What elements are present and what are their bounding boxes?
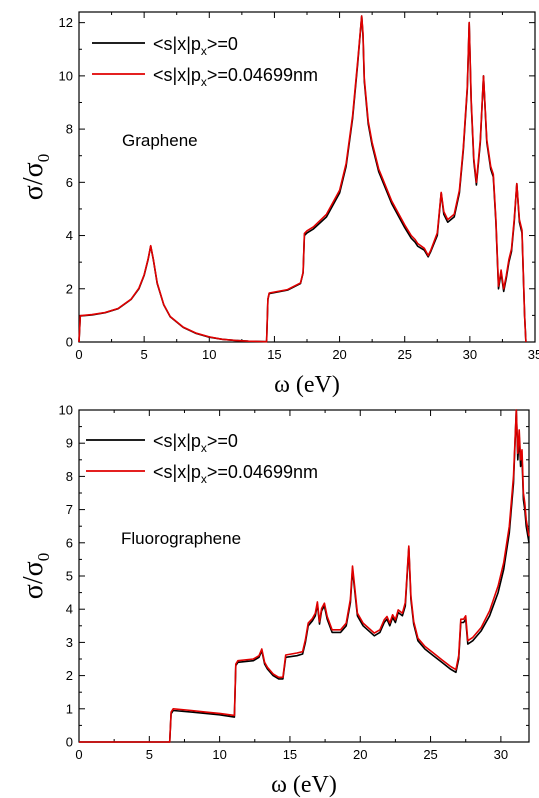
y-tick-label: 4 <box>66 228 73 243</box>
y-axis-label: σ/σ0 <box>18 553 53 599</box>
x-tick-label: 30 <box>463 347 477 362</box>
y-tick-label: 8 <box>66 469 73 484</box>
legend-label-series-0: <s|x|px>=0 <box>153 34 238 58</box>
x-tick-label: 0 <box>75 347 82 362</box>
y-tick-label: 12 <box>59 15 73 30</box>
y-tick-label: 7 <box>66 502 73 517</box>
y-tick-label: 10 <box>59 403 73 418</box>
y-tick-label: 0 <box>66 335 73 350</box>
x-tick-label: 30 <box>494 747 508 762</box>
legend-label-series-1: <s|x|px>=0.04699nm <box>153 462 318 486</box>
legend: <s|x|px>=0 <s|x|px>=0.04699nm <box>86 431 318 486</box>
y-tick-label: 6 <box>66 535 73 550</box>
plot-frame <box>78 409 530 743</box>
y-tick-label: 6 <box>66 175 73 190</box>
x-tick-label: 15 <box>267 347 281 362</box>
x-tick-label: 20 <box>353 747 367 762</box>
y-axis-label: σ/σ0 <box>18 154 53 200</box>
legend-label-series-1: <s|x|px>=0.04699nm <box>153 65 318 89</box>
x-tick-label: 5 <box>146 747 153 762</box>
series-line-1 <box>78 15 527 343</box>
series-layer <box>79 409 530 743</box>
y-tick-label: 2 <box>66 668 73 683</box>
annotation-graphene: Graphene <box>122 131 198 150</box>
y-tick-label: 5 <box>66 569 73 584</box>
x-tick-label: 25 <box>423 747 437 762</box>
x-tick-label: 25 <box>397 347 411 362</box>
y-tick-label: 3 <box>66 635 73 650</box>
x-tick-label: 0 <box>75 747 82 762</box>
x-tick-label: 20 <box>332 347 346 362</box>
legend: <s|x|px>=0 <s|x|px>=0.04699nm <box>92 34 318 89</box>
axis-ticks: 0 5 10 15 20 25 30 35 0 2 4 6 8 10 12 <box>59 12 539 362</box>
x-tick-label: 35 <box>528 347 539 362</box>
x-tick-label: 5 <box>141 347 148 362</box>
series-line-1 <box>79 409 530 743</box>
y-tick-label: 0 <box>66 735 73 750</box>
x-axis-label: ω (eV) <box>271 772 337 798</box>
y-tick-label: 9 <box>66 436 73 451</box>
legend-label-series-0: <s|x|px>=0 <box>153 431 238 455</box>
annotation-fluorographene: Fluorographene <box>121 529 241 548</box>
y-tick-label: 10 <box>59 68 73 83</box>
x-tick-label: 10 <box>212 747 226 762</box>
plot-frame <box>78 11 536 343</box>
chart-fluorographene: 0 5 10 15 20 25 30 0 1 2 3 4 5 6 7 8 9 10 <s|x|px>=0 <s|x… <box>18 403 530 798</box>
axis-ticks: 0 5 10 15 20 25 30 0 1 2 3 4 5 6 7 8 9 10 <box>59 403 529 762</box>
x-tick-label: 15 <box>283 747 297 762</box>
y-tick-label: 8 <box>66 122 73 137</box>
y-tick-label: 2 <box>66 281 73 296</box>
chart-graphene: 0 5 10 15 20 25 30 35 0 2 4 6 8 10 12 <s|x|px>=0 <s|x|… <box>18 11 539 398</box>
x-axis-label: ω (eV) <box>274 372 340 398</box>
series-line-0 <box>79 409 530 743</box>
y-tick-label: 1 <box>66 701 73 716</box>
x-tick-label: 10 <box>202 347 216 362</box>
series-layer <box>78 15 527 343</box>
y-tick-label: 4 <box>66 602 73 617</box>
